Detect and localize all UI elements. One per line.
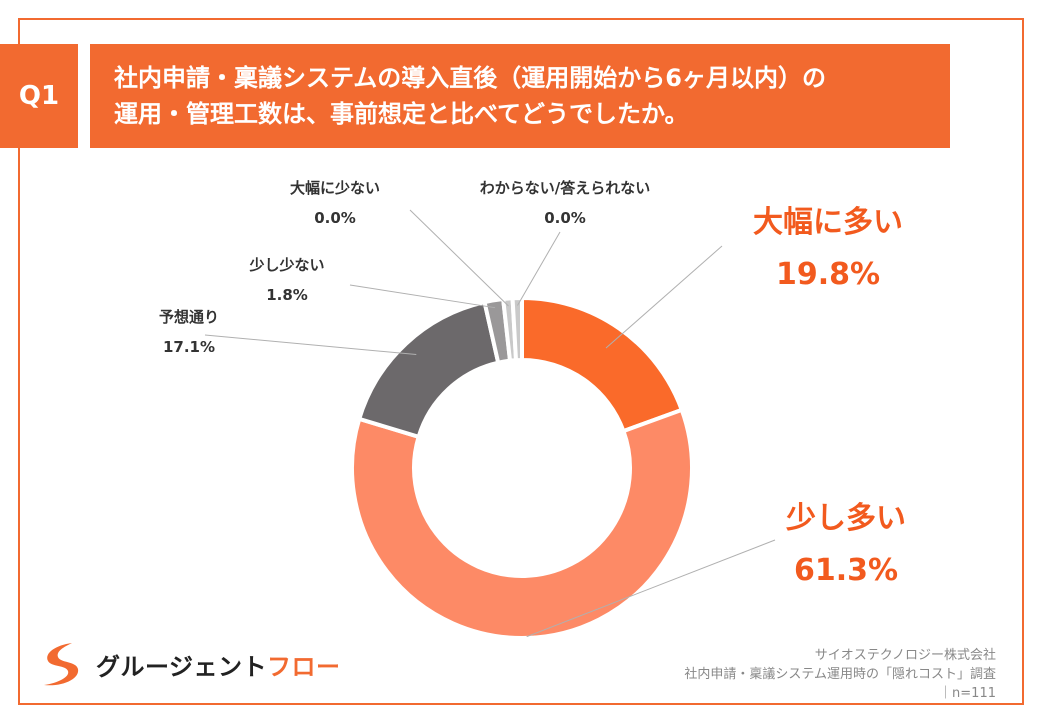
credit-survey: 社内申請・稟議システム運用時の「隠れコスト」調査	[684, 667, 996, 682]
chart-labels: 大幅に多い 19.8% 少し多い 61.3% 予想通り 17.1% 少し少ない 1.8% 大幅に…	[159, 179, 906, 588]
leader-line-2	[204, 334, 417, 355]
leader-line-4	[409, 209, 509, 307]
logo-text-part1: グルージェント	[96, 652, 268, 681]
logo-text-part2: フロー	[267, 652, 341, 681]
slice-label-1: 少し多い	[786, 501, 906, 536]
logo-text: グルージェントフロー	[96, 647, 341, 682]
leader-line-0	[605, 245, 723, 349]
slice-value-4: 0.0%	[314, 209, 356, 227]
question-title-line1: 社内申請・稟議システムの導入直後（運用開始から6ヶ月以内）の	[114, 64, 826, 92]
donut-slice-0	[520, 295, 685, 434]
slice-label-5: わからない/答えられない	[480, 179, 650, 197]
question-title-box: 社内申請・稟議システムの導入直後（運用開始から6ヶ月以内）の 運用・管理工数は、…	[90, 44, 950, 148]
slice-value-0: 19.8%	[776, 257, 880, 292]
outer-frame	[18, 18, 1024, 705]
slice-label-2: 予想通り	[159, 308, 219, 326]
slice-value-5: 0.0%	[544, 209, 586, 227]
donut-slice-1	[350, 407, 694, 640]
donut-slice-5	[510, 295, 524, 363]
credit-sample-size: ｜n=111	[939, 686, 996, 701]
leader-line-3	[349, 284, 496, 309]
question-title-line2: 運用・管理工数は、事前想定と比べてどうでしたか。	[114, 100, 689, 128]
slice-label-3: 少し少ない	[248, 256, 324, 274]
slice-value-2: 17.1%	[163, 338, 215, 356]
leader-line-1	[526, 539, 776, 638]
chart-slices	[350, 295, 694, 640]
logo-icon	[44, 643, 79, 686]
question-number: Q1	[18, 81, 60, 111]
brand-logo: グルージェントフロー	[34, 636, 341, 692]
chart-leader-lines	[204, 209, 776, 638]
credit-company: サイオステクノロジー株式会社	[814, 648, 996, 663]
question-badge: Q1	[0, 44, 78, 148]
slice-label-0: 大幅に多い	[753, 205, 903, 240]
leader-line-5	[517, 231, 561, 306]
slice-value-1: 61.3%	[794, 553, 898, 588]
donut-slice-2	[356, 299, 501, 440]
source-credit: サイオステクノロジー株式会社 社内申請・稟議システム運用時の「隠れコスト」調査 …	[684, 646, 996, 703]
slice-value-3: 1.8%	[266, 286, 308, 304]
slice-label-4: 大幅に少ない	[290, 179, 380, 197]
